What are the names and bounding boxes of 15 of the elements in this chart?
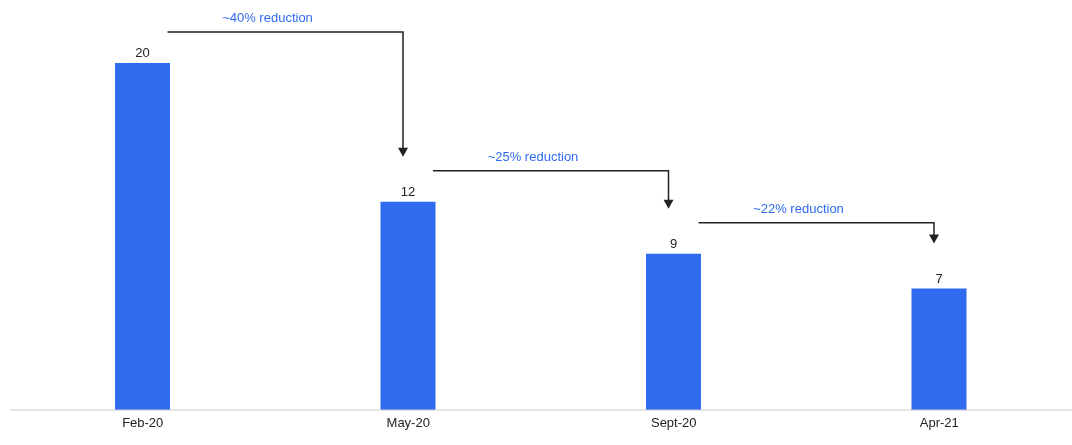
bar — [911, 288, 967, 410]
data-label: 20 — [135, 45, 150, 60]
bar — [380, 201, 436, 410]
data-label: 12 — [400, 183, 416, 199]
x-tick-label: Feb-20 — [122, 415, 164, 431]
bar — [646, 253, 701, 410]
data-label: 7 — [935, 270, 943, 286]
text: ~40% reduction — [222, 10, 313, 25]
bar — [115, 63, 170, 410]
data-label: 9 — [669, 235, 678, 251]
annotation: ~25% reduction — [487, 148, 579, 164]
annotation: ~22% reduction — [753, 200, 844, 216]
x-tick-label: May-20 — [386, 415, 430, 431]
x-tick-label: Apr-21 — [919, 415, 959, 431]
x-tick-label: Sept-20 — [650, 415, 697, 431]
